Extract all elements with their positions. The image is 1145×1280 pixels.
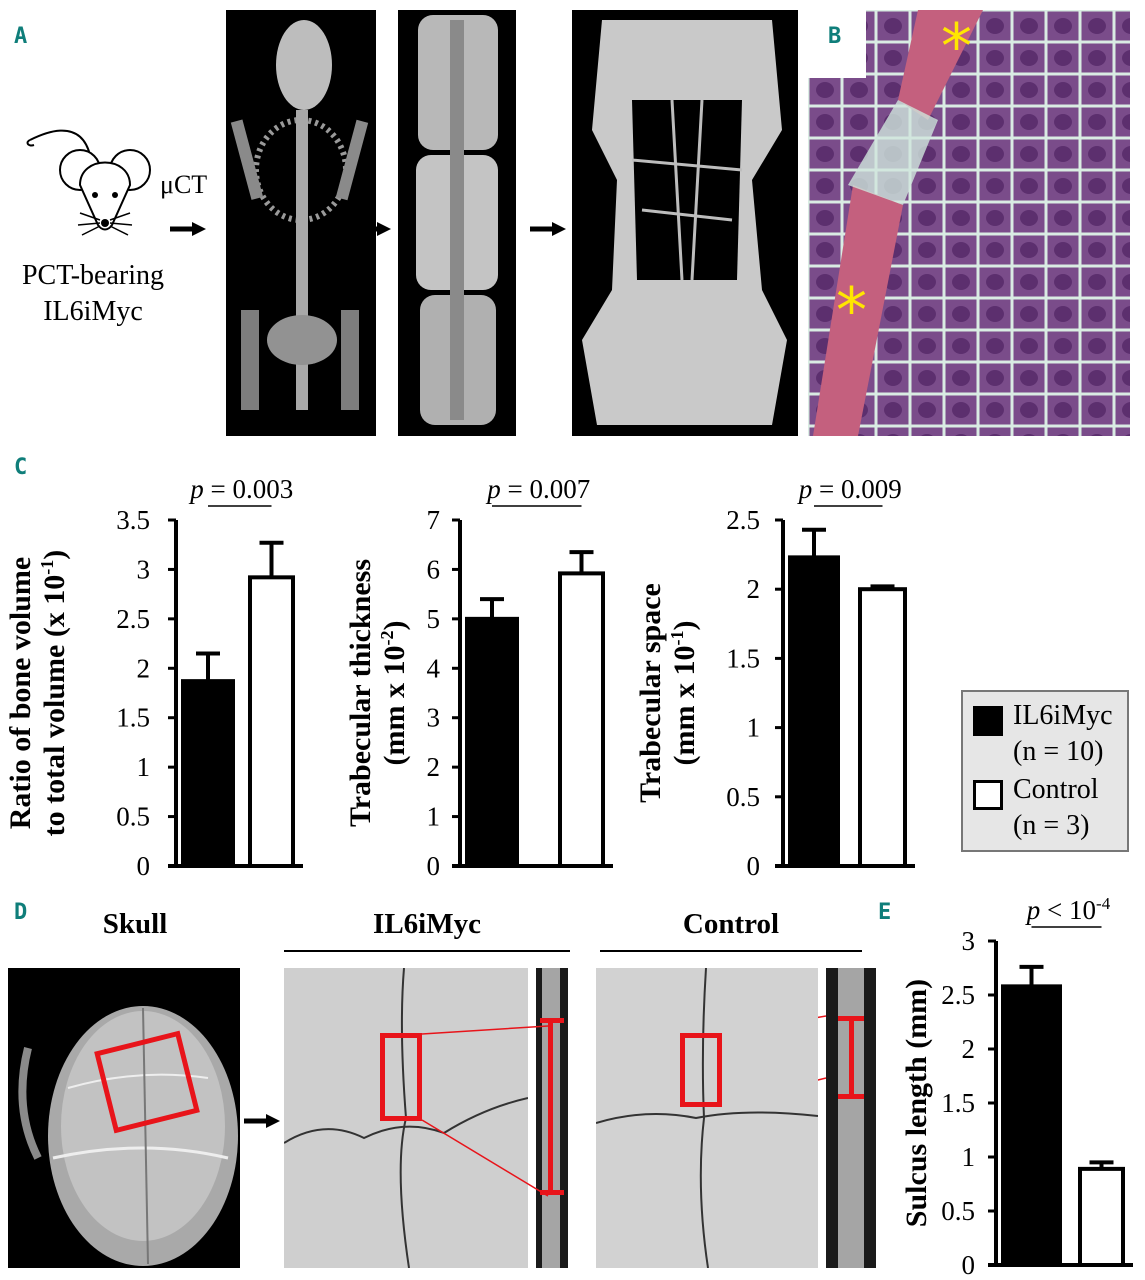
header-control: Control bbox=[682, 908, 780, 940]
mouse-caption-line-1: PCT-bearing bbox=[21, 260, 165, 291]
arrow-right-icon bbox=[170, 222, 206, 236]
control-suture-image bbox=[596, 968, 818, 1268]
muscle-asterisk-marker: * bbox=[836, 274, 867, 347]
legend-swatch-il6imyc bbox=[973, 706, 1003, 736]
skull-ct-image bbox=[8, 968, 240, 1268]
arrow-right-icon bbox=[530, 222, 566, 236]
control-sulcus-highlight bbox=[680, 1033, 722, 1107]
il6imyc-sulcus-length-bar bbox=[548, 1020, 553, 1192]
arrow-right-icon bbox=[244, 1114, 280, 1128]
trabecular-bone-ct-image bbox=[572, 10, 798, 436]
mouse-caption-line-2: IL6iMyc bbox=[43, 296, 143, 327]
header-control-underline bbox=[600, 950, 862, 952]
panel-label-a: A bbox=[14, 24, 28, 49]
legend-n-control: (n = 3) bbox=[1013, 810, 1090, 841]
panel-label-e: E bbox=[878, 900, 892, 925]
il6imyc-suture-image bbox=[284, 968, 528, 1268]
mouse-icon bbox=[26, 129, 151, 236]
legend-label-control: Control bbox=[1013, 774, 1099, 805]
panel-label-b: B bbox=[828, 24, 842, 49]
legend: IL6iMyc (n = 10) Control (n = 3) bbox=[961, 690, 1129, 852]
muscle-asterisk-marker: * bbox=[941, 10, 972, 83]
mouse-caption: PCT-bearing IL6iMyc bbox=[8, 258, 178, 330]
histology-image: * * bbox=[808, 10, 1130, 436]
legend-swatch-control bbox=[973, 780, 1003, 810]
control-sulcus-length-bar bbox=[849, 1018, 854, 1098]
panel-label-c: C bbox=[14, 455, 28, 480]
control-sulcus-closeup bbox=[826, 968, 876, 1268]
il6imyc-sulcus-closeup bbox=[536, 968, 568, 1268]
header-skull: Skull bbox=[102, 908, 168, 940]
whole-body-ct-image bbox=[226, 10, 376, 436]
legend-label-il6imyc: IL6iMyc bbox=[1013, 700, 1113, 731]
legend-n-il6imyc: (n = 10) bbox=[1013, 736, 1104, 767]
spine-ct-image bbox=[398, 10, 516, 436]
modality-label: μCT bbox=[160, 170, 208, 199]
panel-label-d: D bbox=[14, 900, 28, 925]
il6imyc-sulcus-highlight bbox=[380, 1033, 422, 1121]
header-il6imyc: IL6iMyc bbox=[373, 908, 481, 940]
header-il6imyc-underline bbox=[284, 950, 570, 952]
